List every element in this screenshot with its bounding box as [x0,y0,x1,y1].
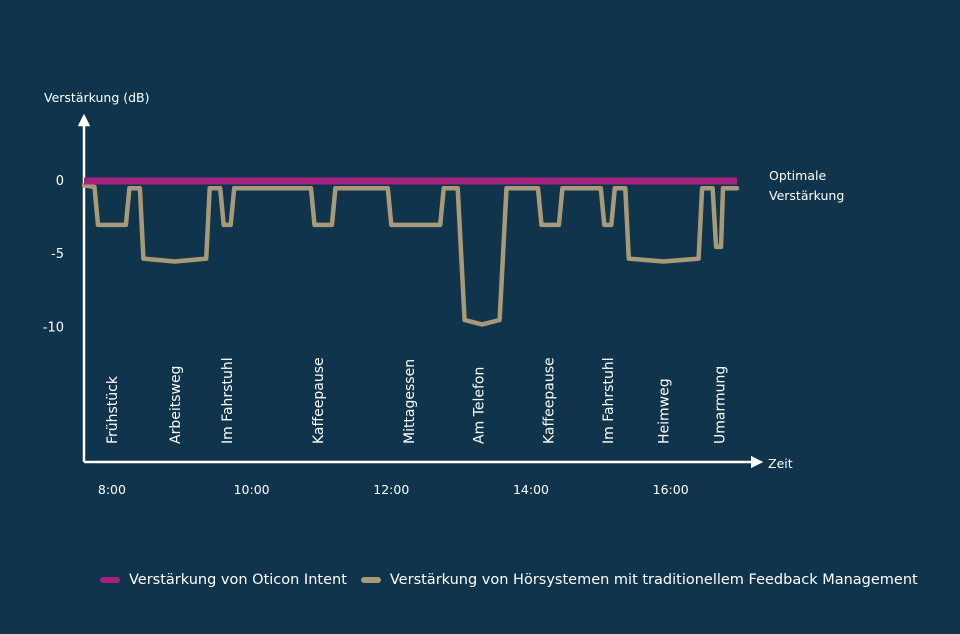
legend-item-traditional: Verstärkung von Hörsystemen mit traditio… [360,572,918,588]
series-line-traditional [81,183,740,327]
event-label: Umarmung [713,366,729,444]
event-label: Frühstück [105,375,121,444]
event-label: Im Fahrstuhl [601,357,617,444]
y-axis-title: Verstärkung (dB) [44,90,150,105]
event-label: Im Fahrstuhl [220,357,236,444]
annotation-label: Optimale [769,168,826,183]
axes [77,113,764,469]
annotation-label: Verstärkung [769,188,844,203]
legend-label-oticon: Verstärkung von Oticon Intent [129,572,347,588]
x-tick-label: 12:00 [373,482,409,497]
x-tick-label: 16:00 [653,482,689,497]
y-tick-label: 0 [56,174,64,189]
event-label: Kaffeepause [311,357,327,444]
event-label: Arbeitsweg [168,366,184,444]
y-tick-label: -5 [51,247,64,262]
x-axis-title: Zeit [768,456,793,471]
event-label: Heimweg [657,378,673,444]
plot-area [81,177,740,327]
legend-item-oticon: Verstärkung von Oticon Intent [100,572,347,588]
event-label: Kaffeepause [541,357,557,444]
x-tick-label: 14:00 [513,482,549,497]
x-tick-label: 8:00 [98,482,126,497]
labels: Verstärkung (dB) Zeit 0 -5 -10 8:00 10:00 12:00… [43,90,845,497]
legend-swatch-oticon [100,577,120,583]
legend-swatch-traditional [360,577,381,583]
legend: Verstärkung von Oticon Intent Verstärkun… [100,572,918,588]
event-label: Am Telefon [472,367,488,444]
x-tick-label: 10:00 [234,482,270,497]
event-label: Mittagessen [402,359,418,444]
y-tick-label: -10 [43,320,64,335]
legend-label-traditional: Verstärkung von Hörsystemen mit traditio… [389,572,918,588]
